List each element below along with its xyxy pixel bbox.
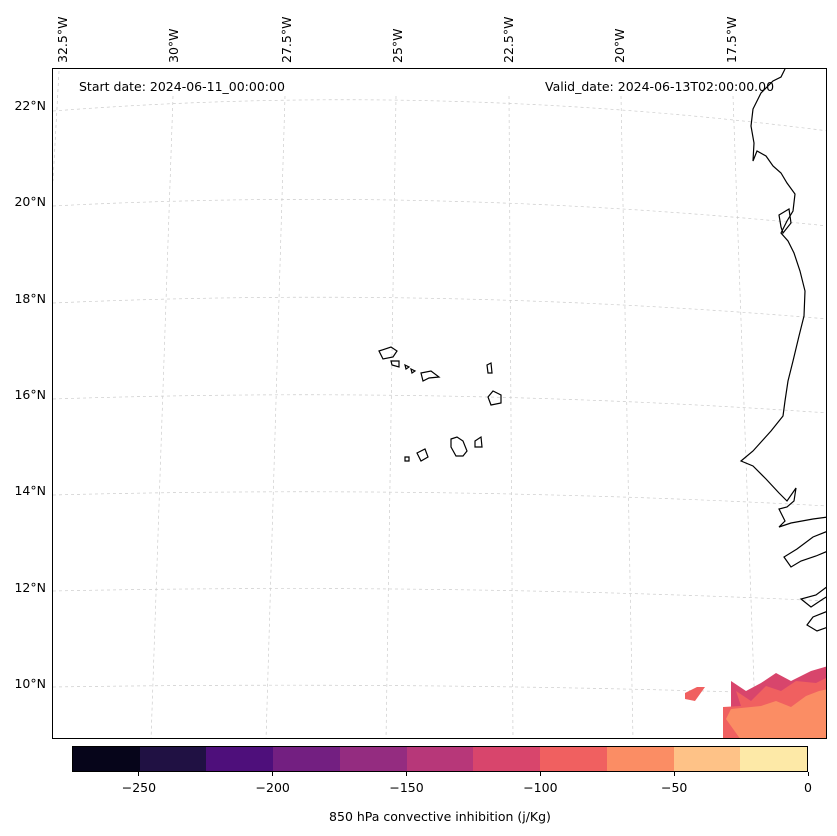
island: [487, 390, 502, 406]
colorbar-tick-label: 0: [804, 780, 812, 795]
lat-label: 22°N: [14, 98, 46, 113]
colorbar-tick-label: −50: [660, 780, 688, 795]
map-canvas[interactable]: [53, 69, 827, 739]
island: [416, 448, 429, 462]
island: [410, 367, 417, 374]
lon-label: 20°W: [612, 28, 627, 63]
colorbar-tick-label: −100: [523, 780, 558, 795]
lon-label: 30°W: [166, 28, 181, 63]
colorbar-segment: [540, 747, 607, 771]
island: [404, 456, 410, 462]
colorbar-tick-mark: [539, 772, 541, 776]
colorbar-segment: [606, 747, 674, 771]
colorbar-segment: [139, 747, 207, 771]
lon-label: 27.5°W: [279, 16, 294, 63]
colorbar-segment: [273, 747, 340, 771]
colorbar-tick-label: −150: [389, 780, 424, 795]
valid-date-label: Valid_date: 2024-06-13T02:00:00.00: [545, 79, 775, 94]
island: [404, 363, 411, 370]
colorbar-segment: [473, 747, 541, 771]
coastline: [739, 69, 826, 632]
lon-label: 17.5°W: [724, 16, 739, 63]
lat-label: 16°N: [14, 387, 46, 402]
island: [420, 370, 441, 382]
colorbar: [72, 746, 808, 772]
colorbar-label: 850 hPa convective inhibition (j/Kg): [329, 809, 551, 824]
colorbar-tick-mark: [272, 772, 274, 776]
start-date-label: Start date: 2024-06-11_00:00:00: [79, 79, 285, 94]
colorbar-tick-label: −200: [255, 780, 290, 795]
cin-region: [726, 689, 826, 738]
cin-contours: [685, 666, 826, 738]
cape-verde-islands: [378, 346, 502, 462]
lat-label: 10°N: [14, 676, 46, 691]
colorbar-tick-mark: [807, 772, 809, 776]
lat-label: 14°N: [14, 483, 46, 498]
colorbar-segment: [206, 747, 274, 771]
cin-region: [685, 687, 705, 701]
lat-label: 12°N: [14, 580, 46, 595]
island: [450, 436, 468, 457]
lat-label: 18°N: [14, 291, 46, 306]
lon-label: 32.5°W: [55, 16, 70, 63]
colorbar-segment: [339, 747, 407, 771]
colorbar-tick-mark: [406, 772, 408, 776]
lon-label: 25°W: [390, 28, 405, 63]
island: [390, 360, 400, 368]
colorbar-tick-label: −250: [121, 780, 157, 795]
lon-label: 22.5°W: [501, 16, 516, 63]
colorbar-segment: [406, 747, 474, 771]
gridlines: [53, 70, 826, 738]
colorbar-tick-mark: [673, 772, 675, 776]
colorbar-tick-mark: [138, 772, 140, 776]
island: [474, 435, 483, 448]
colorbar-segment: [740, 747, 808, 771]
lat-label: 20°N: [14, 194, 46, 209]
colorbar-segment: [73, 747, 140, 771]
map-panel[interactable]: Start date: 2024-06-11_00:00:00 Valid_da…: [52, 68, 827, 739]
island: [378, 346, 398, 360]
colorbar-segment: [673, 747, 741, 771]
island: [486, 362, 493, 374]
